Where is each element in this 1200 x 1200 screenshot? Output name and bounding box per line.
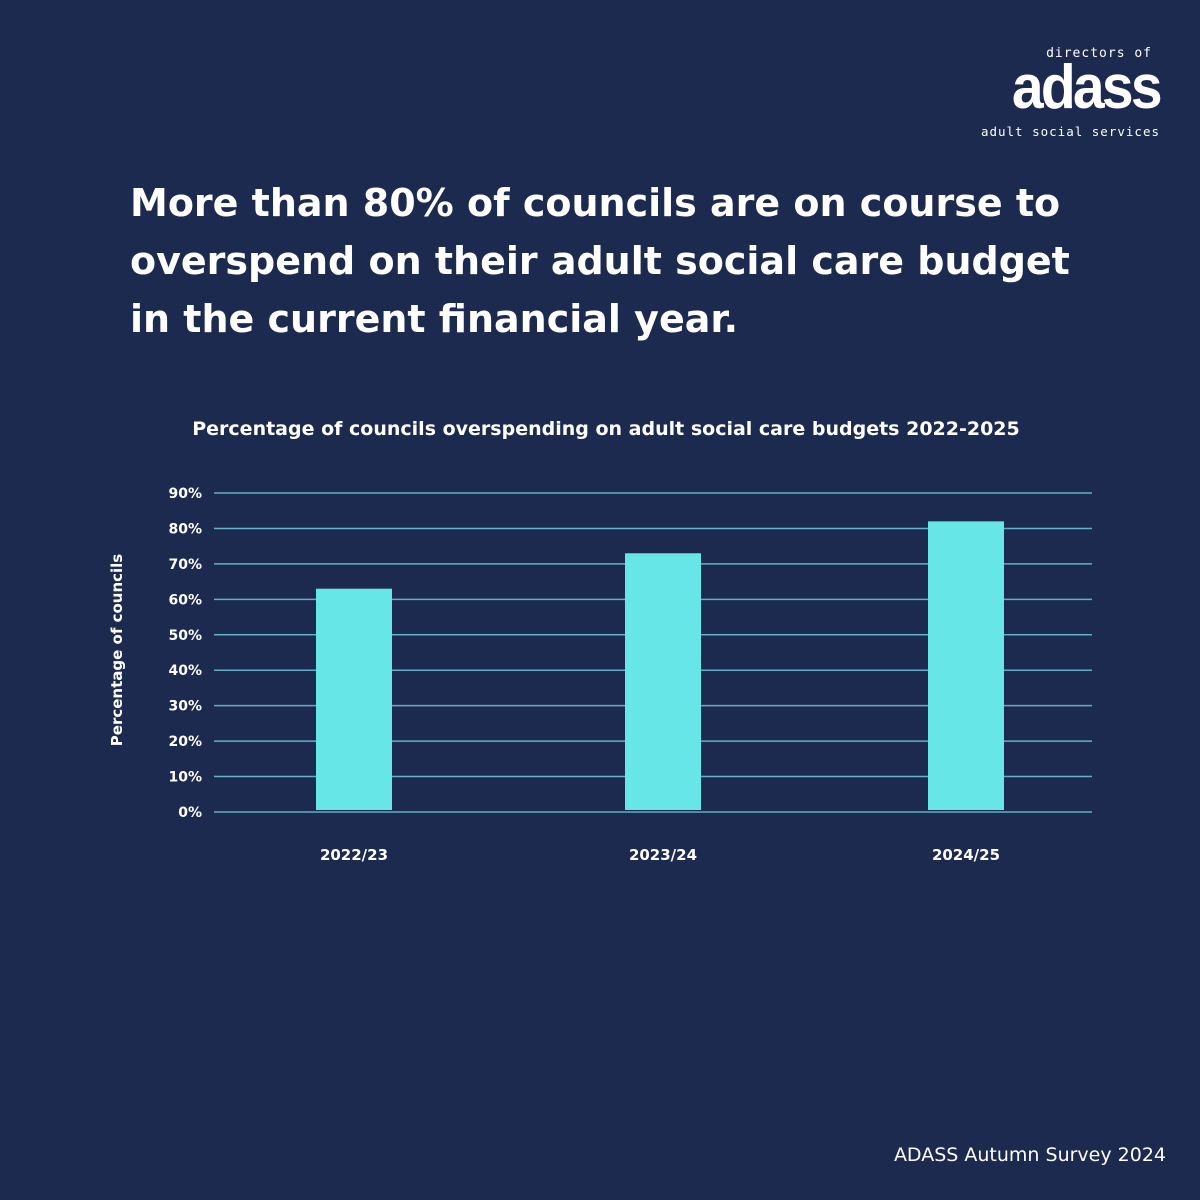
bar-2023-24 xyxy=(625,553,701,810)
y-tick-label: 20% xyxy=(168,734,202,750)
y-tick-label: 60% xyxy=(168,592,202,608)
y-tick-label: 90% xyxy=(168,486,202,502)
x-tick-labels: 2022/23 2023/24 2024/25 xyxy=(320,846,1000,864)
y-tick-label: 0% xyxy=(178,805,202,821)
y-tick-label: 40% xyxy=(168,663,202,679)
y-tick-label: 30% xyxy=(168,699,202,715)
bars xyxy=(316,521,1004,810)
bar-2022-23 xyxy=(316,588,392,810)
logo-top-text: directors of xyxy=(1046,46,1152,61)
source-caption: ADASS Autumn Survey 2024 xyxy=(893,1144,1166,1166)
x-tick-label: 2024/25 xyxy=(932,846,1000,864)
x-tick-label: 2022/23 xyxy=(320,846,388,864)
adass-logo: directors of adass adult social services xyxy=(981,44,1163,144)
x-tick-label: 2023/24 xyxy=(629,846,697,864)
y-tick-label: 70% xyxy=(168,557,202,573)
y-tick-labels: 0% 10% 20% 30% 40% 50% 60% 70% 80% 90% xyxy=(168,486,202,821)
y-axis-label: Percentage of councils xyxy=(108,554,126,747)
chart-title: Percentage of councils overspending on a… xyxy=(192,418,1020,440)
y-tick-label: 50% xyxy=(168,628,202,644)
bar-2024-25 xyxy=(928,521,1004,810)
logo-main-text: adass xyxy=(1012,53,1163,122)
y-tick-label: 80% xyxy=(168,521,202,537)
headline: More than 80% of councils are on course … xyxy=(130,181,1070,341)
y-tick-label: 10% xyxy=(168,770,202,786)
logo-bottom-text: adult social services xyxy=(980,124,1160,139)
